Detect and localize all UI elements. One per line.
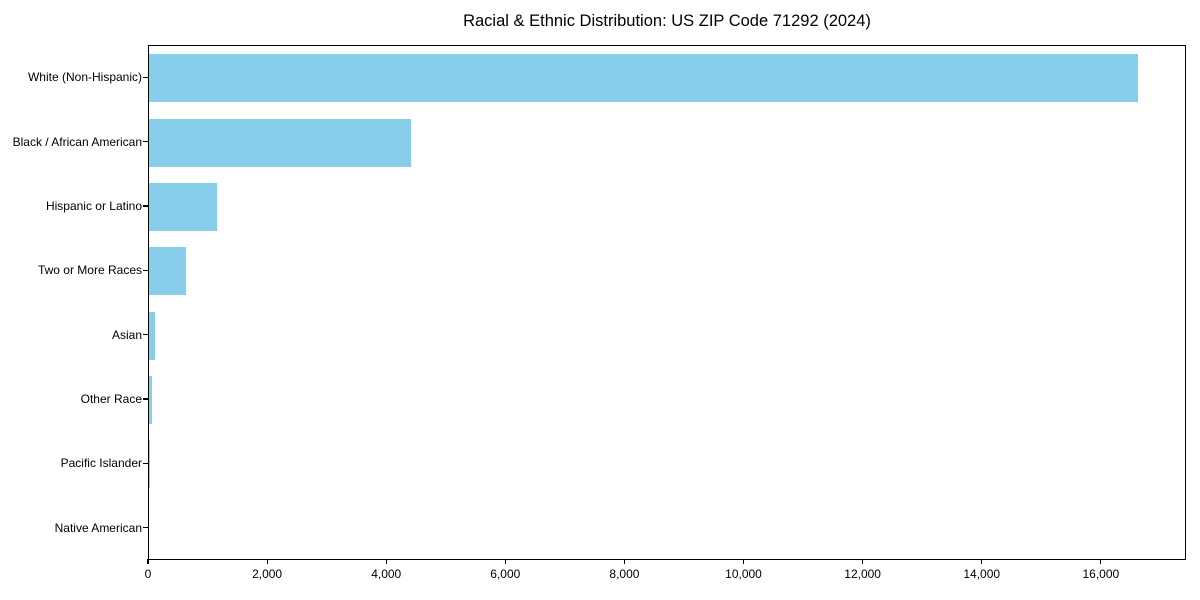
x-tick-label: 14,000 [963,567,1001,581]
y-tick-mark [143,140,148,143]
x-tick-label: 8,000 [609,567,640,581]
bar-two-or-more-races [149,247,186,296]
y-tick-label: Two or More Races [37,263,142,278]
x-tick-mark [981,559,983,564]
x-tick-mark [147,559,149,564]
x-tick-mark [266,559,268,564]
y-tick-mark [143,269,148,271]
x-tick-label: 0 [144,567,152,581]
x-tick-mark [862,559,864,564]
y-tick-label: Pacific Islander [60,456,142,471]
x-tick-label: 2,000 [252,567,283,581]
y-tick-label: Native American [54,520,142,535]
y-tick-mark [143,462,148,465]
x-tick-label: 16,000 [1082,567,1120,581]
x-tick-mark [385,559,387,564]
plot-area [148,45,1186,560]
y-tick-mark [143,527,148,529]
x-tick-mark [504,559,506,564]
bar-hispanic-or-latino [149,182,217,231]
x-tick-mark [742,559,745,564]
bar-other-race [149,376,152,425]
y-tick-label: Asian [111,327,142,342]
y-tick-label: Hispanic or Latino [45,198,142,213]
y-tick-mark [143,398,148,400]
y-tick-mark [143,334,148,336]
bar-pacific-islander [149,440,150,489]
bar-black-african-american [149,118,412,167]
x-tick-label: 10,000 [725,567,762,581]
y-tick-label: White (Non-Hispanic) [27,70,142,85]
bar-white-non-hispanic [149,54,1138,103]
y-tick-label: Other Race [80,392,142,407]
x-tick-mark [623,559,625,564]
x-tick-label: 4,000 [371,567,402,581]
x-tick-label: 12,000 [844,567,881,581]
y-tick-label: Black / African American [12,134,142,149]
x-tick-label: 6,000 [490,567,521,581]
chart-title: Racial & Ethnic Distribution: US ZIP Cod… [463,12,871,30]
y-tick-mark [143,76,148,78]
bar-asian [149,311,155,360]
x-tick-mark [1100,559,1102,564]
y-tick-mark [143,205,148,207]
